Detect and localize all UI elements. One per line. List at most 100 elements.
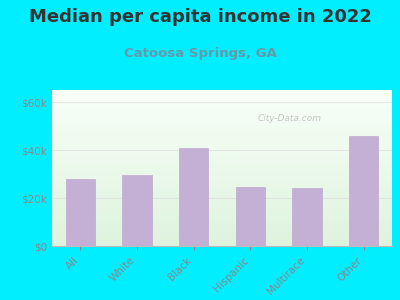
Bar [52,179,392,181]
Bar [52,199,392,201]
Bar [52,148,392,149]
Bar [179,148,208,246]
Bar [52,184,392,185]
Bar [52,207,392,208]
Bar [52,196,392,198]
Bar [52,171,392,173]
Bar [52,202,392,204]
Bar [52,182,392,184]
Bar [52,121,392,123]
Bar [52,215,392,216]
Bar [52,130,392,132]
Bar [52,233,392,235]
Bar [52,113,392,115]
Bar [52,191,392,193]
Bar [52,145,392,146]
Bar [52,210,392,212]
Bar [52,165,392,166]
Bar [52,115,392,116]
Bar [52,143,392,145]
Bar [52,206,392,207]
Bar [52,154,392,155]
Bar [52,187,392,188]
Bar [52,107,392,109]
Text: Median per capita income in 2022: Median per capita income in 2022 [28,8,372,26]
Bar [52,167,392,168]
Bar [52,99,392,101]
Bar [52,96,392,98]
Bar [52,174,392,176]
Bar [52,140,392,142]
Bar [52,151,392,152]
Bar [52,135,392,137]
Text: Catoosa Springs, GA: Catoosa Springs, GA [124,46,276,59]
Bar [52,163,392,165]
Bar [52,95,392,96]
Bar [52,216,392,218]
Bar [52,220,392,221]
Bar [52,218,392,220]
Bar [52,181,392,182]
Bar [52,155,392,157]
Bar [66,179,95,246]
Bar [52,204,392,206]
Bar [52,137,392,138]
Bar [122,175,152,246]
Bar [52,124,392,126]
Bar [52,109,392,110]
Bar [52,93,392,95]
Bar [52,198,392,199]
Bar [52,238,392,240]
Bar [52,103,392,104]
Bar [52,221,392,223]
Bar [52,98,392,99]
Text: City-Data.com: City-Data.com [258,114,322,123]
Bar [236,187,265,246]
Bar [52,190,392,191]
Bar [52,123,392,124]
Bar [52,116,392,118]
Bar [52,149,392,151]
Bar [52,176,392,177]
Bar [52,188,392,190]
Bar [52,168,392,170]
Bar [52,232,392,233]
Bar [52,230,392,232]
Bar [52,241,392,243]
Bar [52,152,392,154]
Bar [52,101,392,103]
Bar [349,136,378,246]
Bar [52,142,392,143]
Bar [52,160,392,162]
Bar [52,110,392,112]
Bar [52,177,392,179]
Bar [52,243,392,244]
Bar [52,235,392,237]
Bar [52,226,392,227]
Bar [52,159,392,160]
Bar [52,106,392,107]
Bar [52,162,392,163]
Bar [52,126,392,128]
Bar [52,223,392,224]
Bar [52,201,392,202]
Bar [52,138,392,140]
Bar [52,169,392,171]
Bar [52,194,392,196]
Bar [52,128,392,129]
Bar [52,224,392,226]
Bar [52,227,392,229]
Bar [52,134,392,135]
Bar [52,244,392,246]
Bar [52,146,392,148]
Bar [52,112,392,113]
Bar [52,240,392,241]
Bar [52,213,392,215]
Bar [52,92,392,93]
Bar [52,173,392,174]
Bar [52,237,392,238]
Bar [52,193,392,194]
Bar [52,185,392,187]
Bar [52,212,392,213]
Bar [52,104,392,106]
